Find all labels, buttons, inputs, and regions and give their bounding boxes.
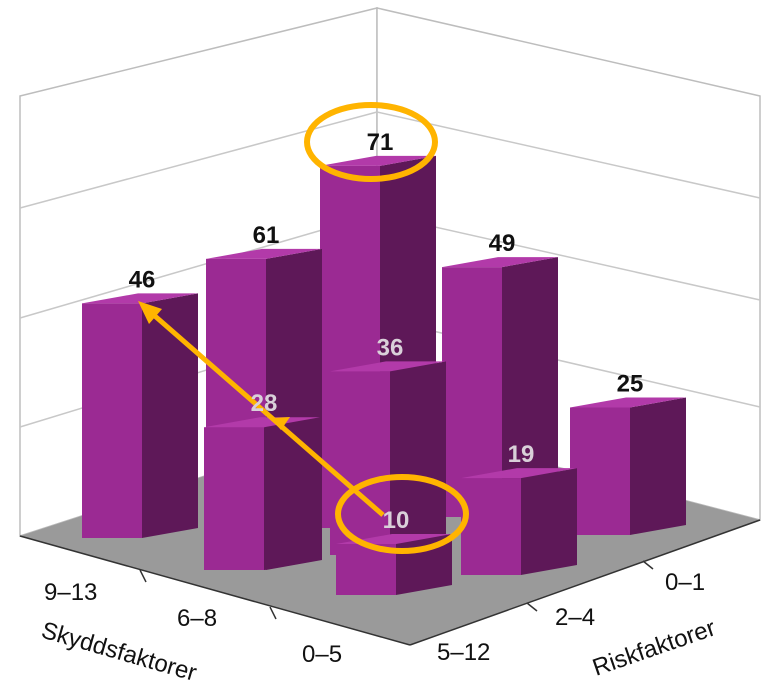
bar-top-face: [82, 293, 198, 304]
arrowhead-end: [138, 301, 162, 324]
bar-front-face: [82, 303, 142, 538]
value-label-19: 19: [508, 441, 535, 468]
bar-49: [442, 257, 558, 517]
highlight-circles: [304, 102, 469, 554]
highlight-ellipse-71: [304, 102, 438, 182]
bar-top-face: [206, 248, 322, 259]
highlight-ellipse-10: [335, 474, 469, 554]
bar-top-face: [442, 257, 558, 268]
bar-top-face: [330, 361, 446, 372]
x-axis-title: Skyddsfaktorer: [38, 617, 199, 685]
bar-side-face: [390, 361, 446, 555]
value-labels: 71 61 49 46 36 25 28 19 10: [129, 129, 644, 534]
x-tick-label-2: 0–5: [302, 641, 342, 668]
bar-top-face: [570, 397, 686, 408]
value-label-71: 71: [367, 129, 394, 156]
bar-front-face: [336, 544, 396, 595]
axis-ticks: [139, 560, 654, 620]
value-label-36: 36: [377, 334, 404, 361]
value-label-10: 10: [383, 507, 410, 534]
value-label-49: 49: [489, 230, 516, 257]
value-label-28: 28: [251, 390, 278, 417]
y-tick-label-2: 5–12: [437, 639, 490, 666]
bar-10: [336, 534, 452, 595]
annotation-arrow: [138, 301, 385, 517]
bar-19: [461, 468, 577, 575]
bar-side-face: [264, 417, 320, 570]
value-label-25: 25: [617, 371, 644, 398]
y-tick-label-1: 2–4: [555, 604, 595, 631]
bar-side-face: [521, 468, 577, 575]
bar-side-face: [142, 293, 198, 538]
bar-top-face: [320, 155, 436, 166]
bar-46: [82, 293, 198, 538]
bar-front-face: [442, 267, 502, 517]
bar-front-face: [570, 407, 630, 535]
y-axis-title: Riskfaktorer: [589, 614, 719, 681]
arrowhead-mid: [270, 417, 290, 430]
bar-front-face: [204, 427, 264, 570]
bar-side-face: [502, 257, 558, 517]
bar-top-face: [204, 417, 320, 428]
value-label-61: 61: [253, 222, 280, 249]
value-label-46: 46: [129, 266, 156, 293]
y-tick-label-0: 0–1: [665, 569, 705, 596]
x-tick-label-1: 6–8: [177, 605, 217, 632]
bar-28: [204, 417, 320, 570]
bars: [82, 155, 686, 595]
bar-top-face: [461, 468, 577, 479]
bar-25: [570, 397, 686, 535]
bar-front-face: [461, 478, 521, 575]
x-tick-label-0: 9–13: [44, 579, 97, 606]
bar-side-face: [630, 397, 686, 535]
